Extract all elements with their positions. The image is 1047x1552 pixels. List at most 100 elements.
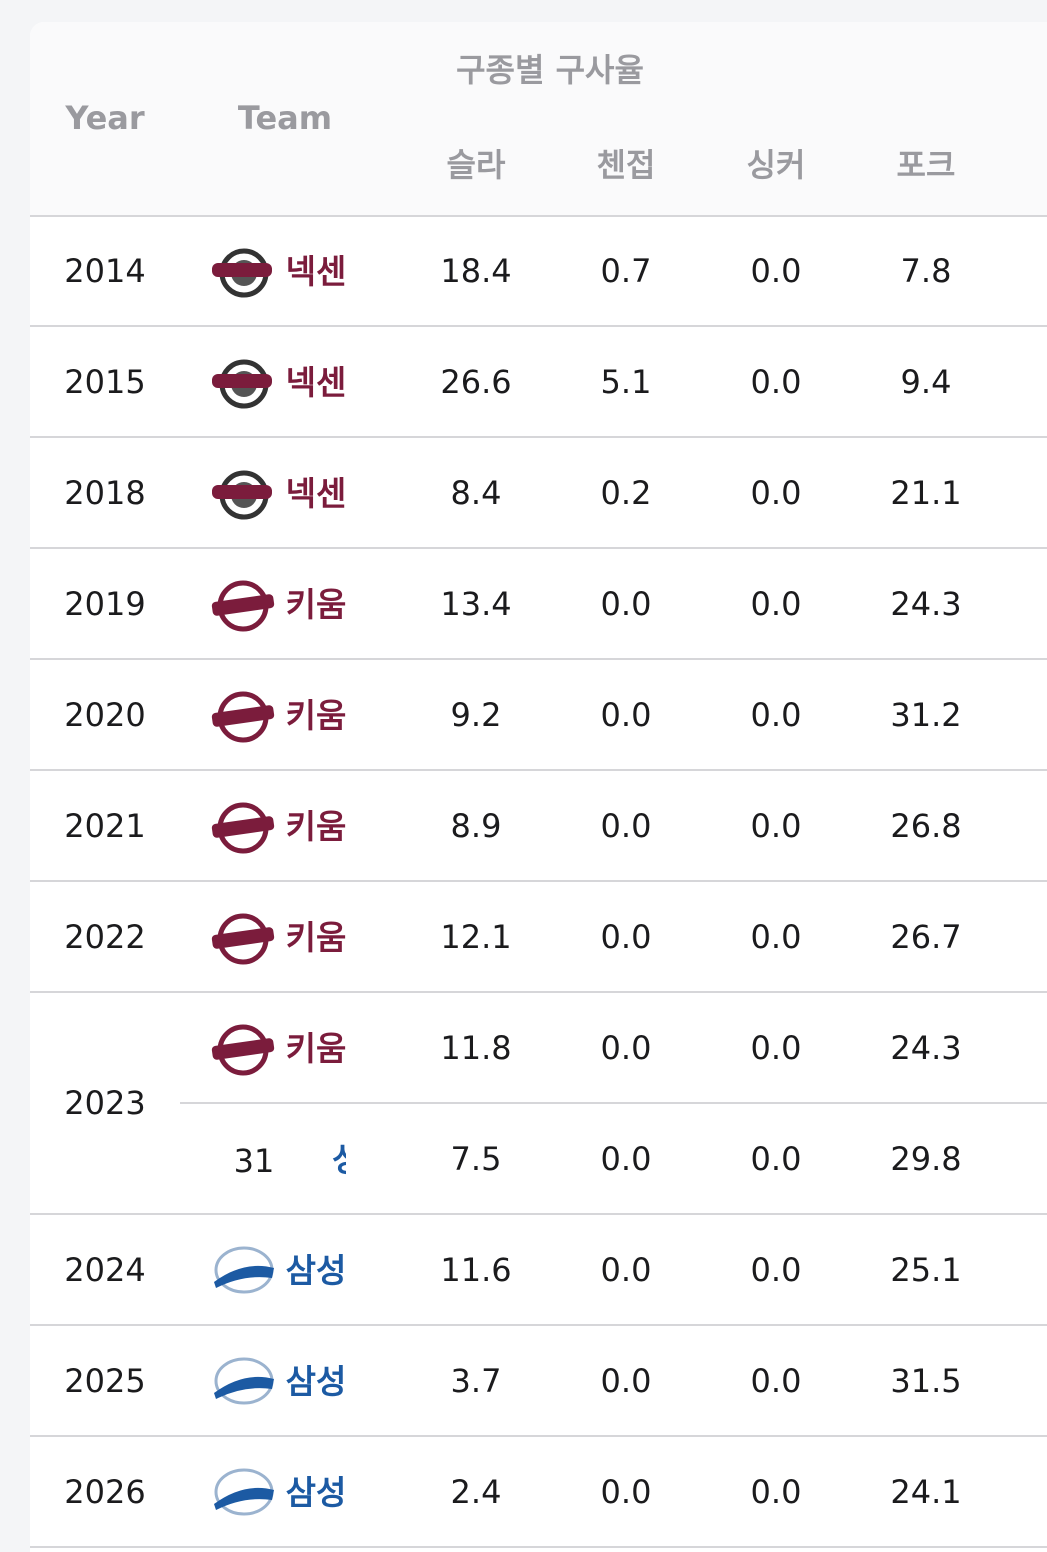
team-logo (211, 1024, 275, 1075)
value-cell: 0.0 (750, 473, 802, 512)
value-cell: 7.8 (900, 251, 952, 290)
year-cell: 2015 (64, 362, 146, 401)
value-cell: 31.2 (890, 695, 962, 734)
row-divider (30, 769, 1047, 771)
table-header (30, 22, 1047, 217)
value-cell: 0.0 (600, 1472, 652, 1511)
value-cell: 26.8 (890, 806, 962, 845)
header-column: 첸접 (596, 146, 656, 184)
team-logo (214, 1357, 274, 1404)
value-cell: 24.1 (890, 1472, 962, 1511)
year-cell: 2021 (64, 806, 146, 845)
value-cell: 0.0 (750, 362, 802, 401)
team-name: 삼성 (285, 1250, 347, 1290)
value-cell: 24.3 (890, 584, 962, 623)
team-logo (214, 1468, 274, 1515)
value-cell: 24.3 (890, 1028, 962, 1067)
value-cell: 13.4 (440, 584, 512, 623)
value-cell: 2.4 (450, 1472, 502, 1511)
value-cell: 9.4 (900, 362, 952, 401)
year-cell: 2019 (64, 584, 146, 623)
value-cell: 0.0 (600, 584, 652, 623)
team-logo (212, 470, 272, 519)
value-cell: 7.5 (450, 1139, 502, 1178)
header-column: 싱커 (746, 146, 806, 184)
value-cell: 0.0 (600, 1139, 652, 1178)
value-cell: 0.0 (750, 806, 802, 845)
team-name: 성 (332, 1133, 346, 1181)
value-cell: 8.9 (450, 806, 502, 845)
value-cell: 0.0 (600, 1361, 652, 1400)
value-cell: 0.7 (600, 251, 652, 290)
value-cell: 5.1 (600, 362, 652, 401)
year-cell: 2024 (64, 1250, 146, 1289)
value-cell: 26.7 (890, 917, 962, 956)
row-divider (30, 880, 1047, 882)
team-name: 키움 (285, 584, 347, 624)
team-name: 넥센 (285, 362, 347, 402)
year-cell: 2023 (64, 1084, 146, 1122)
value-cell: 0.0 (750, 1028, 802, 1067)
year-cell: 2018 (64, 473, 146, 512)
header-year: Year (65, 99, 145, 137)
value-cell: 0.0 (750, 1139, 802, 1178)
value-cell: 26.6 (440, 362, 512, 401)
row-divider (30, 325, 1047, 327)
value-cell: 0.0 (600, 1250, 652, 1289)
value-cell: 9.2 (450, 695, 502, 734)
value-cell: 0.0 (600, 917, 652, 956)
value-cell: 0.0 (750, 251, 802, 290)
year-cell: 2026 (64, 1472, 146, 1511)
team-name: 키움 (285, 917, 347, 957)
value-cell: 0.0 (750, 695, 802, 734)
value-cell: 12.1 (440, 917, 512, 956)
team-name: 키움 (285, 806, 347, 846)
value-cell: 0.0 (600, 806, 652, 845)
row-divider (30, 658, 1047, 660)
row-divider (30, 436, 1047, 438)
value-cell: 11.8 (440, 1028, 512, 1067)
team-name: 삼성 (285, 1361, 347, 1401)
header-column: 슬라 (446, 146, 506, 184)
value-cell: 29.8 (890, 1139, 962, 1178)
team-logo (212, 359, 272, 408)
value-cell: 11.6 (440, 1250, 512, 1289)
team-name: 키움 (285, 695, 347, 735)
value-cell: 21.1 (890, 473, 962, 512)
team-name: 키움 (285, 1028, 347, 1068)
year-cell: 2022 (64, 917, 146, 956)
row-divider (30, 1435, 1047, 1437)
team-logo (211, 913, 275, 964)
year-cell: 2014 (64, 251, 146, 290)
year-cell: 2020 (64, 695, 146, 734)
team-number: 31 (233, 1141, 275, 1180)
row-divider (180, 1102, 1047, 1104)
value-cell: 0.0 (750, 1361, 802, 1400)
team-name: 넥센 (285, 251, 347, 291)
team-logo (212, 248, 272, 297)
team-name: 삼성 (285, 1472, 347, 1512)
team-logo (211, 691, 275, 742)
header-column: 포크 (896, 146, 956, 184)
team-name: 넥센 (285, 473, 347, 513)
value-cell: 0.0 (750, 1472, 802, 1511)
value-cell: 0.0 (750, 1250, 802, 1289)
value-cell: 3.7 (450, 1361, 502, 1400)
value-cell: 0.0 (750, 917, 802, 956)
value-cell: 18.4 (440, 251, 512, 290)
value-cell: 0.0 (750, 584, 802, 623)
year-cell: 2025 (64, 1361, 146, 1400)
row-divider (30, 547, 1047, 549)
team-logo (211, 802, 275, 853)
header-team: Team (237, 99, 333, 137)
header-group: 구종별 구사율 (456, 51, 644, 89)
value-cell: 0.0 (600, 695, 652, 734)
value-cell: 0.0 (600, 1028, 652, 1067)
row-divider (30, 991, 1047, 993)
row-divider (30, 1324, 1047, 1326)
team-logo (211, 580, 275, 631)
value-cell: 8.4 (450, 473, 502, 512)
row-divider (30, 1546, 1047, 1548)
